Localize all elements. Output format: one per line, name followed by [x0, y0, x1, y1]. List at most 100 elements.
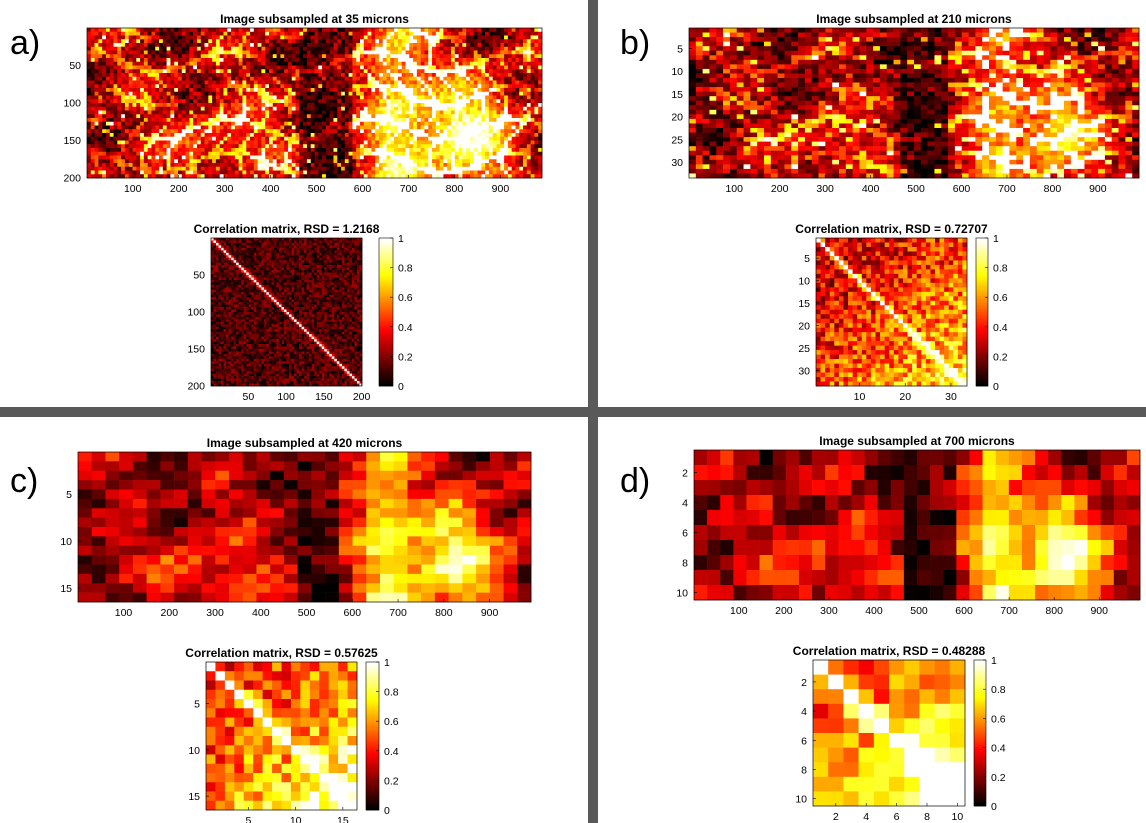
- image-pixel: [500, 73, 505, 78]
- image-pixel: [519, 170, 524, 175]
- image-pixel: [287, 110, 293, 115]
- image-pixel: [397, 174, 403, 179]
- image-pixel: [432, 144, 437, 149]
- image-pixel: [515, 84, 520, 89]
- image-pixel: [174, 99, 179, 104]
- image-pixel: [469, 166, 475, 171]
- image-pixel: [261, 54, 266, 59]
- image-pixel: [162, 69, 167, 74]
- image-pixel: [375, 118, 380, 123]
- image-pixel: [477, 54, 482, 59]
- image-pixel: [117, 54, 122, 59]
- image-pixel: [166, 58, 171, 63]
- image-pixel: [515, 39, 520, 44]
- image-pixel: [310, 54, 315, 59]
- image-pixel: [90, 110, 95, 115]
- image-pixel: [155, 76, 160, 81]
- image-pixel: [386, 133, 391, 138]
- image-pixel: [238, 159, 243, 164]
- image-pixel: [257, 28, 262, 33]
- image-pixel: [284, 84, 289, 89]
- image-pixel: [87, 166, 92, 171]
- image-pixel: [287, 163, 293, 168]
- image-pixel: [492, 76, 497, 81]
- image-pixel: [147, 54, 152, 59]
- image-pixel: [390, 103, 395, 108]
- image-pixel: [378, 80, 384, 85]
- corr-cell: [241, 238, 245, 241]
- image-pixel: [306, 110, 312, 115]
- image-pixel: [523, 118, 528, 123]
- image-pixel: [124, 31, 130, 36]
- image-pixel: [515, 136, 520, 141]
- image-pixel: [87, 155, 92, 160]
- image-pixel: [204, 95, 209, 100]
- image-pixel: [159, 73, 164, 78]
- image-pixel: [435, 103, 440, 108]
- image-pixel: [223, 136, 228, 141]
- image-pixel: [234, 136, 239, 141]
- image-pixel: [378, 28, 384, 33]
- image-pixel: [523, 76, 528, 81]
- image-pixel: [382, 140, 387, 145]
- image-pixel: [204, 54, 209, 59]
- image-pixel: [121, 125, 126, 130]
- image-pixel: [519, 84, 524, 89]
- image-pixel: [196, 69, 202, 74]
- image-pixel: [261, 110, 266, 115]
- image-pixel: [451, 31, 456, 36]
- image-pixel: [303, 88, 308, 93]
- image-pixel: [530, 125, 535, 130]
- image-pixel: [204, 84, 209, 89]
- image-pixel: [109, 73, 114, 78]
- image-pixel: [166, 151, 171, 156]
- image-pixel: [215, 76, 221, 81]
- image-pixel: [390, 58, 395, 63]
- image-pixel: [234, 61, 239, 66]
- image-pixel: [109, 43, 114, 48]
- image-pixel: [451, 54, 456, 59]
- image-pixel: [363, 170, 368, 175]
- image-pixel: [231, 106, 236, 111]
- image-pixel: [200, 114, 205, 119]
- image-pixel: [189, 159, 194, 164]
- image-pixel: [435, 118, 440, 123]
- image-pixel: [318, 39, 323, 44]
- image-pixel: [473, 43, 478, 48]
- image-pixel: [295, 76, 300, 81]
- image-pixel: [394, 159, 399, 164]
- image-pixel: [409, 88, 414, 93]
- image-pixel: [170, 114, 175, 119]
- image-pixel: [314, 80, 319, 85]
- image-pixel: [170, 84, 175, 89]
- image-pixel: [360, 95, 365, 100]
- image-pixel: [166, 73, 171, 78]
- image-pixel: [87, 46, 92, 51]
- image-pixel: [113, 106, 118, 111]
- image-pixel: [405, 166, 410, 171]
- image-pixel: [227, 110, 232, 115]
- image-pixel: [432, 114, 437, 119]
- image-pixel: [390, 155, 395, 160]
- image-pixel: [405, 129, 410, 134]
- image-pixel: [485, 54, 490, 59]
- image-pixel: [143, 31, 148, 36]
- image-pixel: [234, 46, 239, 51]
- image-pixel: [360, 159, 365, 164]
- image-pixel: [231, 95, 236, 100]
- image-pixel: [166, 125, 171, 130]
- image-pixel: [185, 99, 190, 104]
- image-pixel: [215, 136, 221, 141]
- image-pixel: [496, 103, 501, 108]
- image-pixel: [261, 159, 266, 164]
- image-pixel: [485, 140, 490, 145]
- image-pixel: [428, 121, 433, 126]
- image-pixel: [250, 110, 255, 115]
- image-pixel: [291, 125, 296, 130]
- image-pixel: [284, 125, 289, 130]
- image-pixel: [269, 151, 274, 156]
- image-pixel: [284, 118, 289, 123]
- image-pixel: [170, 80, 175, 85]
- image-pixel: [94, 99, 99, 104]
- image-pixel: [322, 54, 327, 59]
